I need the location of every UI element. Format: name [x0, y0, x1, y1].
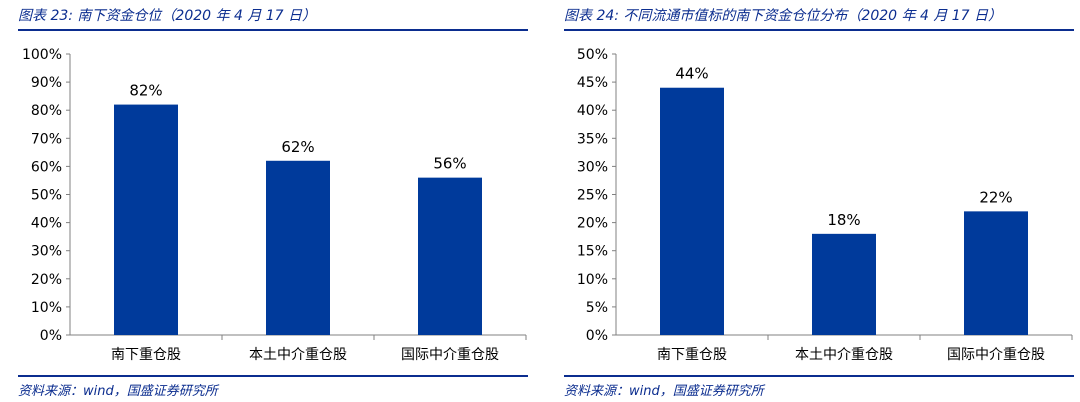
y-tick-label: 10%: [577, 272, 608, 288]
y-tick-label: 20%: [577, 216, 608, 232]
source-rule: [18, 375, 528, 377]
category-label: 本土中介重仓股: [249, 347, 347, 363]
bar: [418, 177, 482, 335]
y-tick-label: 35%: [577, 131, 608, 147]
y-tick-label: 10%: [31, 300, 62, 316]
y-tick-label: 40%: [577, 103, 608, 119]
title-rule: [18, 29, 528, 31]
category-label: 本土中介重仓股: [795, 347, 893, 363]
y-tick-label: 30%: [577, 159, 608, 175]
y-tick-label: 45%: [577, 75, 608, 91]
bar: [114, 104, 178, 335]
bar: [660, 87, 724, 335]
category-label: 南下重仓股: [111, 347, 181, 363]
data-label: 82%: [129, 82, 162, 100]
y-tick-label: 70%: [31, 131, 62, 147]
y-tick-label: 40%: [31, 216, 62, 232]
data-label: 44%: [675, 65, 708, 83]
y-tick-label: 25%: [577, 188, 608, 204]
y-tick-label: 0%: [40, 328, 62, 344]
y-tick-label: 60%: [31, 159, 62, 175]
y-tick-label: 100%: [22, 47, 62, 63]
bar: [812, 233, 876, 335]
source-note: 资料来源：wind，国盛证券研究所: [18, 384, 218, 399]
y-tick-label: 50%: [31, 188, 62, 204]
y-tick-label: 15%: [577, 244, 608, 260]
y-tick-label: 90%: [31, 75, 62, 91]
y-tick-label: 80%: [31, 103, 62, 119]
chart-panel-23: 图表 23: 南下资金仓位（2020 年 4 月 17 日） 0% 10% 20% 3…: [18, 0, 532, 402]
bar-chart-southbound-position: 0% 10% 20% 30% 40% 50% 60% 70% 80% 90% 100% 82% 南下重仓…: [22, 47, 527, 363]
y-tick-label: 20%: [31, 272, 62, 288]
y-tick-label: 5%: [586, 300, 608, 316]
bar: [266, 160, 330, 335]
y-tick-label: 50%: [577, 47, 608, 63]
bar: [964, 211, 1028, 335]
y-tick-label: 30%: [31, 244, 62, 260]
data-label: 56%: [433, 155, 466, 173]
source-rule: [564, 375, 1074, 377]
y-tick-label: 0%: [586, 328, 608, 344]
data-label: 22%: [979, 188, 1012, 206]
category-label: 国际中介重仓股: [947, 347, 1045, 363]
bar-chart-position-distribution: 0% 5% 10% 15% 20% 25% 30% 35% 40% 45% 50% 44% 南下重仓股 1…: [577, 47, 1073, 363]
category-label: 南下重仓股: [657, 347, 727, 363]
chart-title: 图表 23: 南下资金仓位（2020 年 4 月 17 日）: [18, 8, 317, 24]
data-label: 18%: [827, 211, 860, 229]
category-label: 国际中介重仓股: [401, 347, 499, 363]
chart-panel-24: 图表 24: 不同流通市值标的南下资金仓位分布（2020 年 4 月 17 日）…: [564, 0, 1078, 402]
source-note: 资料来源：wind，国盛证券研究所: [564, 384, 764, 399]
data-label: 62%: [281, 138, 314, 156]
chart-title: 图表 24: 不同流通市值标的南下资金仓位分布（2020 年 4 月 17 日）: [564, 8, 1003, 24]
title-rule: [564, 29, 1074, 31]
